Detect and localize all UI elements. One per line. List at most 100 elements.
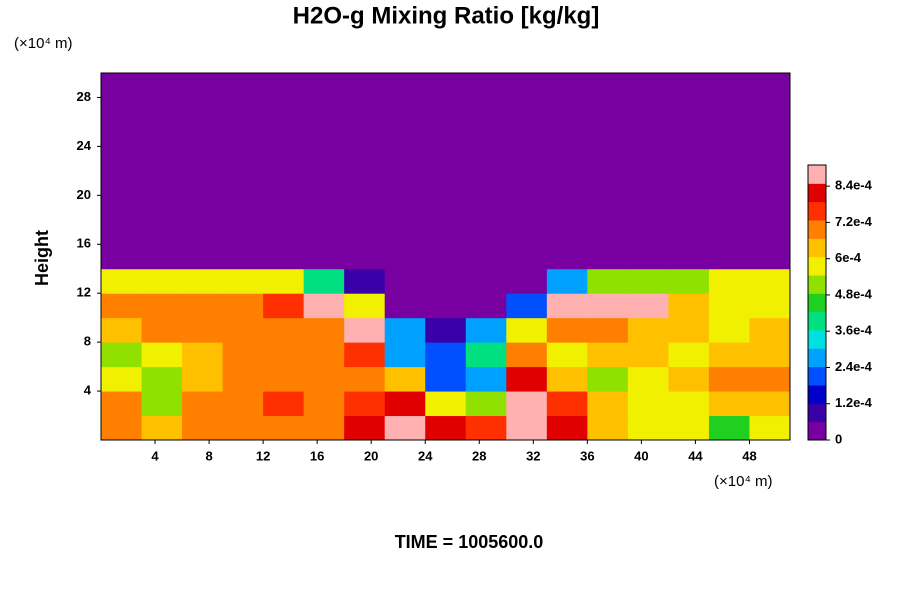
cell	[506, 170, 548, 196]
cell	[222, 317, 264, 343]
cell	[303, 219, 345, 245]
cell	[101, 342, 143, 368]
colorbar-swatch	[808, 256, 826, 276]
x-tick-label: 4	[151, 448, 159, 463]
cell	[708, 268, 750, 294]
cell	[506, 146, 548, 172]
cell	[749, 317, 791, 343]
cell	[627, 293, 669, 319]
cell	[708, 73, 750, 98]
cell	[708, 366, 750, 392]
plot-frame	[100, 72, 791, 441]
cell	[425, 244, 467, 270]
cell	[668, 415, 710, 441]
cell	[263, 366, 305, 392]
cell	[546, 244, 588, 270]
cell	[222, 97, 264, 123]
cell	[222, 415, 264, 441]
cell	[303, 317, 345, 343]
cell	[303, 415, 345, 441]
cell	[465, 219, 507, 245]
cell	[708, 219, 750, 245]
cell	[587, 195, 629, 221]
cell	[708, 146, 750, 172]
cell	[546, 366, 588, 392]
colorbar-tick-label: 2.4e-4	[835, 359, 873, 374]
colorbar-tick-label: 3.6e-4	[835, 323, 873, 338]
cell	[344, 73, 386, 98]
cell	[749, 121, 791, 147]
cell	[587, 317, 629, 343]
cell	[384, 170, 426, 196]
cell	[627, 73, 669, 98]
cell	[303, 170, 345, 196]
cell	[141, 391, 183, 417]
cell	[465, 293, 507, 319]
cell	[465, 244, 507, 270]
cell	[141, 219, 183, 245]
cell	[627, 317, 669, 343]
cell	[344, 366, 386, 392]
cell	[222, 170, 264, 196]
footer: TIME = 1005600.0	[395, 532, 544, 552]
cell	[587, 366, 629, 392]
cell	[344, 219, 386, 245]
cell	[263, 97, 305, 123]
y-tick-label: 16	[77, 236, 91, 251]
cell	[101, 146, 143, 172]
cell	[182, 170, 224, 196]
cell	[546, 195, 588, 221]
colorbar-tick-label: 1.2e-4	[835, 395, 873, 410]
cell	[425, 195, 467, 221]
cell	[506, 293, 548, 319]
cell	[303, 342, 345, 368]
cell	[708, 170, 750, 196]
cell	[384, 293, 426, 319]
cell	[587, 170, 629, 196]
cell	[263, 317, 305, 343]
cell	[627, 121, 669, 147]
cell	[263, 293, 305, 319]
cell	[182, 244, 224, 270]
cell	[708, 121, 750, 147]
cell	[344, 415, 386, 441]
cell	[303, 97, 345, 123]
cell	[465, 317, 507, 343]
cell	[263, 195, 305, 221]
cell	[384, 415, 426, 441]
cell	[749, 146, 791, 172]
cell	[384, 121, 426, 147]
cell	[425, 121, 467, 147]
cell	[546, 170, 588, 196]
cell	[668, 244, 710, 270]
cell	[546, 97, 588, 123]
cell	[182, 293, 224, 319]
cell	[182, 121, 224, 147]
cell	[222, 268, 264, 294]
cell	[668, 268, 710, 294]
cell	[668, 293, 710, 319]
cell	[546, 146, 588, 172]
cell	[627, 146, 669, 172]
cell	[222, 244, 264, 270]
cell	[141, 293, 183, 319]
cell	[182, 195, 224, 221]
cell	[344, 317, 386, 343]
cell	[222, 121, 264, 147]
cell	[303, 146, 345, 172]
cell	[708, 293, 750, 319]
cell	[668, 219, 710, 245]
cell	[344, 268, 386, 294]
colorbar-swatch	[808, 311, 826, 331]
cell	[546, 121, 588, 147]
cell	[668, 342, 710, 368]
x-tick-label: 28	[472, 448, 486, 463]
cell	[465, 73, 507, 98]
cell	[344, 121, 386, 147]
x-tick-label: 24	[418, 448, 433, 463]
cell	[425, 342, 467, 368]
cell	[708, 195, 750, 221]
cell	[263, 219, 305, 245]
cell	[465, 342, 507, 368]
cell	[303, 293, 345, 319]
